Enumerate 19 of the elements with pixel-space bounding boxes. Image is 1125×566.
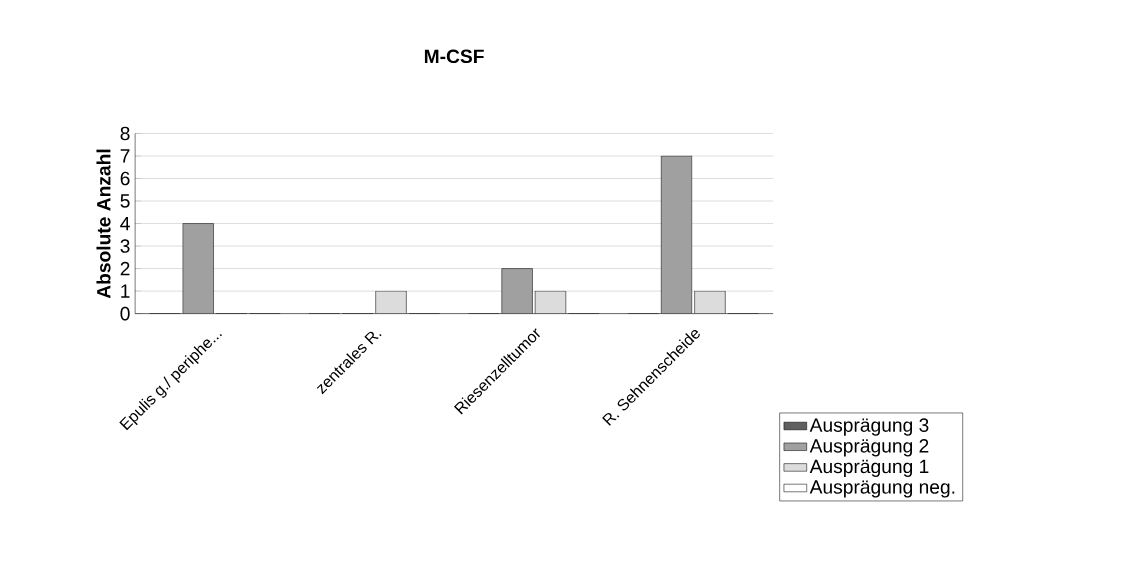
bar: [660, 155, 693, 314]
bar: [694, 290, 726, 314]
y-tick-label: 5: [120, 194, 130, 208]
chart-title: M-CSF: [424, 49, 484, 64]
y-tick-label: 7: [120, 149, 130, 163]
y-tick-label: 0: [120, 306, 130, 321]
y-tick-label: 2: [120, 261, 130, 276]
y-tick-label: 6: [120, 171, 130, 186]
bar: [182, 223, 214, 314]
legend-label: Ausprägung 2: [809, 439, 929, 457]
y-tick-label: 1: [121, 284, 130, 298]
y-axis-title: Absolute Anzahl: [96, 149, 111, 299]
y-tick-label: 3: [120, 239, 130, 253]
y-tick-label: 4: [120, 216, 130, 231]
legend-label: Ausprägung 1: [809, 459, 929, 478]
bar: [375, 290, 407, 314]
legend-label: Ausprägung 3: [809, 418, 929, 436]
legend-label: Ausprägung neg.: [809, 480, 955, 498]
y-tick-label: 8: [120, 126, 130, 141]
